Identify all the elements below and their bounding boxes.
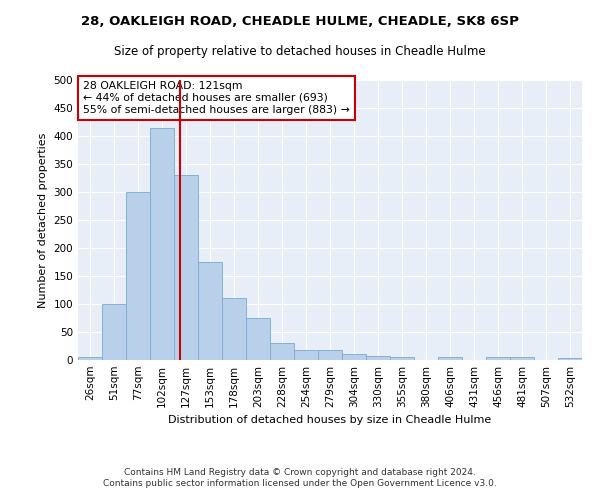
Bar (295, 350, 317, 360)
Bar (103, 304, 125, 360)
Bar (559, 358, 581, 360)
X-axis label: Distribution of detached houses by size in Cheadle Hulme: Distribution of detached houses by size … (169, 416, 491, 426)
Text: Contains HM Land Registry data © Crown copyright and database right 2024.
Contai: Contains HM Land Registry data © Crown c… (103, 468, 497, 487)
Bar (367, 356, 389, 360)
Bar (511, 357, 533, 360)
Bar (175, 175, 197, 360)
Y-axis label: Number of detached properties: Number of detached properties (38, 132, 48, 308)
Bar (391, 357, 413, 360)
Bar (223, 298, 245, 360)
Bar (127, 192, 149, 360)
Text: 28, OAKLEIGH ROAD, CHEADLE HULME, CHEADLE, SK8 6SP: 28, OAKLEIGH ROAD, CHEADLE HULME, CHEADL… (81, 15, 519, 28)
Bar (343, 354, 365, 360)
Bar (487, 357, 509, 360)
Bar (319, 350, 341, 360)
Bar (151, 128, 173, 360)
Bar (247, 318, 269, 360)
Text: Size of property relative to detached houses in Cheadle Hulme: Size of property relative to detached ho… (114, 45, 486, 58)
Bar (199, 262, 221, 360)
Text: 28 OAKLEIGH ROAD: 121sqm
← 44% of detached houses are smaller (693)
55% of semi-: 28 OAKLEIGH ROAD: 121sqm ← 44% of detach… (83, 82, 350, 114)
Bar (439, 357, 461, 360)
Bar (79, 357, 101, 360)
Bar (271, 343, 293, 360)
